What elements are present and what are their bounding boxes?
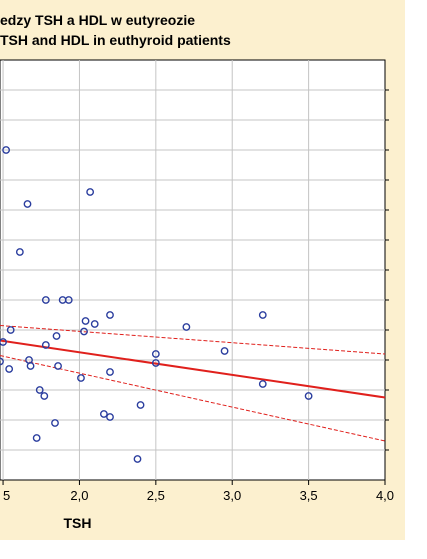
data-point xyxy=(52,332,61,340)
data-point xyxy=(32,434,41,442)
data-point xyxy=(35,386,44,394)
data-point xyxy=(258,380,267,388)
scatter-plot: 5 2,0 2,5 3,0 3,5 4,0 TSH xyxy=(0,59,394,531)
data-point xyxy=(220,347,229,355)
data-point xyxy=(15,248,24,256)
data-point xyxy=(54,362,62,370)
data-point xyxy=(106,368,114,376)
x-tick-labels: 5 2,0 2,5 3,0 3,5 4,0 xyxy=(3,488,394,503)
data-point xyxy=(6,326,15,334)
data-point xyxy=(41,296,50,304)
data-point xyxy=(40,392,49,400)
data-point xyxy=(86,188,95,196)
chart-figure: edzy TSH a HDL w eutyreozie TSH and HDL … xyxy=(0,0,405,540)
data-point xyxy=(0,357,4,366)
data-points xyxy=(0,146,313,463)
x-tick-label: 2,5 xyxy=(147,488,165,503)
data-point xyxy=(304,392,313,400)
data-point xyxy=(80,327,88,336)
data-point xyxy=(26,362,35,370)
confidence-band-upper xyxy=(0,325,386,355)
chart-title-line-2: TSH and HDL in euthyroid patients xyxy=(0,32,231,48)
data-point xyxy=(136,401,145,409)
x-tick-label: 3,5 xyxy=(300,488,318,503)
data-point xyxy=(99,410,108,418)
data-point xyxy=(258,311,267,319)
data-point xyxy=(151,350,160,358)
data-point xyxy=(106,413,114,421)
x-tick-label: 4,0 xyxy=(376,488,394,503)
axis-ticks xyxy=(2,89,389,485)
data-point xyxy=(151,359,160,367)
x-tick-label: 3,0 xyxy=(223,488,241,503)
chart-title-line-1: edzy TSH a HDL w eutyreozie xyxy=(0,12,196,28)
data-point xyxy=(90,320,99,328)
regression-line xyxy=(0,339,386,399)
data-point xyxy=(23,200,32,208)
data-point xyxy=(0,338,7,346)
grid-lines xyxy=(0,60,385,480)
data-point xyxy=(133,455,142,463)
x-tick-label: 5 xyxy=(3,488,10,503)
data-point xyxy=(51,419,59,427)
data-point xyxy=(81,317,90,325)
data-point xyxy=(106,311,114,319)
data-point xyxy=(41,341,50,349)
data-point xyxy=(5,365,14,373)
x-tick-label: 2,0 xyxy=(70,488,88,503)
data-point xyxy=(2,146,11,154)
data-point xyxy=(182,323,191,331)
regression-lines xyxy=(0,325,386,442)
data-point xyxy=(64,296,73,304)
data-point xyxy=(77,374,85,382)
x-axis-label: TSH xyxy=(63,515,91,531)
